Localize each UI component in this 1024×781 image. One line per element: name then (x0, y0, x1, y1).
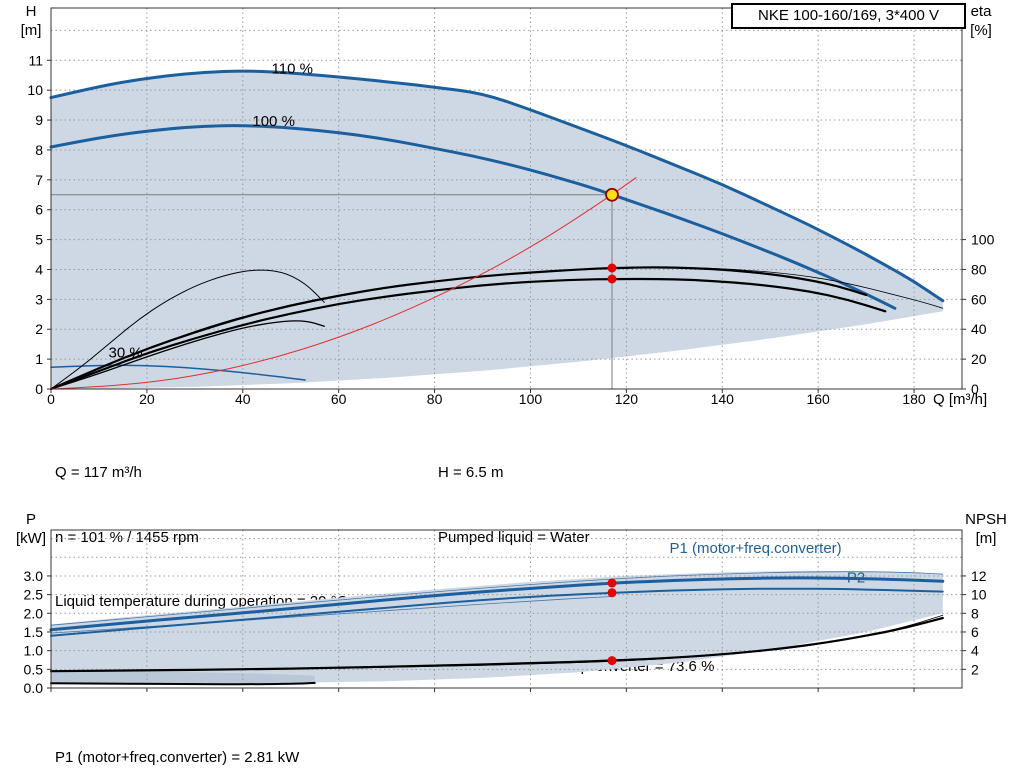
grid-lines (51, 8, 962, 389)
y-right-tick-label: 4 (971, 643, 979, 659)
p1-point (607, 578, 617, 588)
x-tick-label: 20 (139, 391, 155, 407)
y-right-tick-label: 80 (971, 261, 987, 277)
y-left-tick-label: 2.5 (24, 587, 44, 603)
plot-border (50, 529, 963, 689)
npsh-envelope-band (51, 671, 315, 685)
y-left-tick-label: 0.0 (24, 680, 44, 696)
x-axis-title: Q [m³/h] (933, 391, 987, 408)
duty-crosshair (51, 194, 613, 389)
y-right-tick-label: 6 (971, 624, 979, 640)
y-right-tick-label: 0 (971, 381, 979, 397)
p2-curve (50, 587, 944, 637)
grid-lines (51, 530, 962, 688)
y-left-tick-label: 9 (35, 112, 43, 128)
x-tick-label: 160 (806, 391, 830, 407)
y-left-tick-label: 2 (35, 321, 43, 337)
y-left-tick-label: 4 (35, 261, 43, 277)
power-info: P1 (motor+freq.converter) = 2.81 kW P2 =… (55, 703, 299, 781)
system-curve (50, 177, 637, 390)
info-line-p1: P1 (motor+freq.converter) = 2.81 kW (55, 749, 300, 766)
y-right-tick-label: 2 (971, 661, 979, 677)
pump-title-box: NKE 100-160/169, 3*400 V (731, 3, 966, 29)
eta-thin-long (50, 267, 944, 390)
x-tick-label: 0 (47, 391, 55, 407)
y-left-tick-label: 1 (35, 351, 43, 367)
x-tick-label: 180 (902, 391, 926, 407)
y-right-axis-title: eta (971, 3, 993, 20)
y-right-tick-label: 100 (971, 232, 995, 248)
y-left-tick-label: 11 (28, 52, 43, 68)
y-right-axis-title: [m] (976, 530, 997, 547)
curve-100pct (49, 124, 897, 310)
y-left-axis-title: [kW] (16, 530, 46, 547)
x-tick-label: 120 (615, 391, 639, 407)
y-left-tick-label: 7 (35, 172, 43, 188)
y-left-tick-label: 3.0 (24, 568, 44, 584)
eta-pump-point (607, 263, 617, 273)
hq-chart: 0 20 40 60 80 100 120 140 160 180 0 1 2 3 4 5 6 7 8 9 10 11 0 2… (21, 3, 995, 408)
curve-110pct (49, 69, 945, 303)
x-tick-label: 80 (427, 391, 443, 407)
y-left-tick-label: 0.5 (24, 661, 44, 677)
y-right-tick-label: 10 (971, 587, 987, 603)
y-left-tick-label: 0 (35, 381, 43, 397)
x-tick-label: 40 (235, 391, 251, 407)
eta-total-curve (49, 277, 887, 391)
info-line-h: H = 6.5 m (438, 464, 504, 481)
axis-ticks (47, 575, 966, 692)
y-left-tick-label: 5 (35, 232, 43, 248)
y-left-tick-label: 1.5 (24, 624, 44, 640)
pq-chart: 0.0 0.5 1.0 1.5 2.0 2.5 3.0 2 4 6 8 10 12 P [kW] NPSH [m… (16, 513, 1007, 696)
curve-label: P1 (motor+freq.converter) (670, 540, 842, 557)
y-left-tick-label: 10 (27, 82, 43, 98)
y-right-tick-label: 60 (971, 291, 987, 307)
y-right-axis-title: NPSH (965, 513, 1007, 528)
y-left-tick-label: 3 (35, 291, 43, 307)
curve-label: P2 (847, 570, 865, 587)
npsh-thin-line (338, 614, 944, 669)
curve-label: 30 % (109, 345, 143, 362)
info-line-liquid: Pumped liquid = Water (438, 528, 590, 546)
y-left-tick-label: 2.0 (24, 605, 44, 621)
p2-point (607, 588, 617, 598)
y-left-axis-title: P (26, 513, 36, 528)
duty-point (605, 187, 619, 202)
eta-total-point (607, 274, 617, 284)
eta-mid-short (50, 320, 325, 390)
x-tick-label: 60 (331, 391, 347, 407)
p1-curve (49, 576, 945, 632)
power-envelope (51, 570, 943, 685)
curve-label: 100 % (252, 113, 295, 130)
y-left-tick-label: 6 (35, 202, 43, 218)
y-right-axis-title: [%] (970, 22, 992, 39)
plot-border (50, 7, 963, 390)
npsh-point (607, 656, 617, 666)
curve-label: 110 % (272, 61, 313, 78)
npsh-min-curve (50, 681, 316, 686)
y-right-tick-label: 20 (971, 351, 987, 367)
y-right-tick-label: 12 (971, 568, 987, 584)
p-envelope-upper-line (50, 571, 944, 626)
info-line-q: Q = 117 m³/h (55, 464, 142, 481)
y-right-tick-label: 40 (971, 321, 987, 337)
y-left-tick-label: 1.0 (24, 643, 44, 659)
axis-ticks (47, 59, 966, 393)
y-right-tick-label: 8 (971, 605, 979, 621)
eta-hill-reduced (50, 269, 325, 390)
x-tick-label: 140 (711, 391, 735, 407)
y-left-tick-label: 8 (35, 142, 43, 158)
x-tick-label: 100 (519, 391, 543, 407)
y-left-axis-title: H (26, 3, 37, 20)
y-left-axis-title: [m] (21, 22, 42, 39)
info-line-speed: n = 101 % / 1455 rpm (55, 528, 199, 546)
